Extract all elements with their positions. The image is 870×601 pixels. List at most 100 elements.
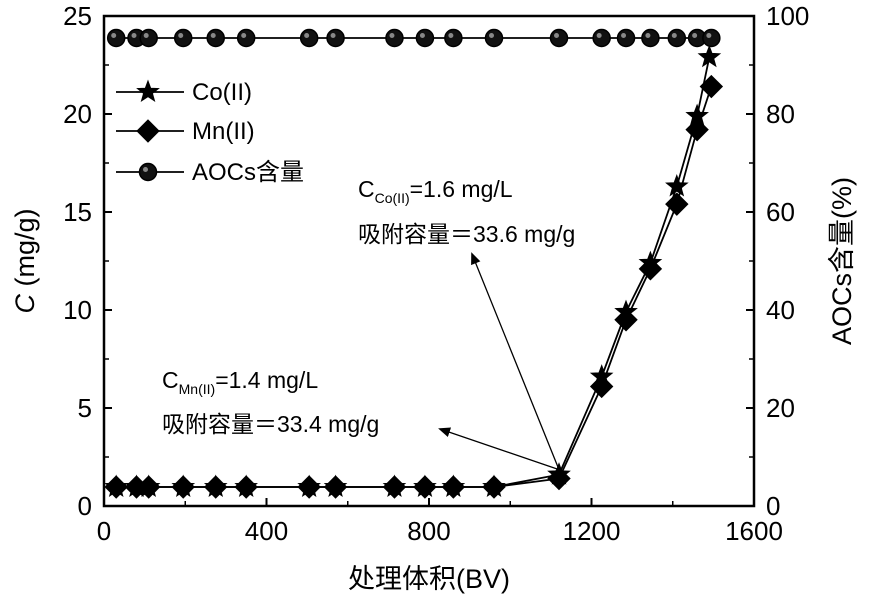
marker-circle	[484, 28, 504, 48]
annotation-mn-capacity: 吸附容量＝33.4 mg/g	[162, 411, 379, 437]
data-point	[484, 28, 504, 48]
data-point	[665, 192, 689, 216]
y-left-axis-title: C (mg/g)	[10, 208, 40, 313]
annotation-co-capacity: 吸附容量＝33.6 mg/g	[358, 221, 575, 247]
y-right-tick-label: 0	[766, 491, 780, 521]
marker-highlight	[621, 33, 627, 38]
data-point	[139, 28, 158, 48]
x-tick-label: 1200	[563, 516, 621, 546]
data-point	[173, 28, 193, 48]
data-point	[106, 28, 126, 48]
series-2	[106, 28, 721, 48]
x-tick-label: 0	[97, 516, 111, 546]
data-point	[204, 475, 228, 499]
annotation-arrow	[471, 252, 560, 470]
legend-marker	[138, 162, 158, 182]
legend-label: AOCs含量	[192, 159, 304, 186]
marker-highlight	[692, 33, 698, 38]
data-point	[589, 374, 614, 399]
y-left-tick-label: 25	[63, 1, 92, 31]
data-point	[667, 28, 687, 48]
marker-highlight	[706, 33, 712, 38]
annotation-layer: CCo(II)=1.6 mg/L 吸附容量＝33.6 mg/g CMn(II)=1.…	[162, 176, 575, 471]
x-tick-label: 800	[407, 516, 450, 546]
marker-circle	[415, 28, 435, 48]
x-tick-label: 1600	[725, 516, 783, 546]
data-point	[702, 28, 721, 48]
y-right-tick-label: 80	[766, 99, 795, 129]
marker-circle	[616, 28, 636, 48]
marker-circle	[138, 162, 158, 182]
marker-highlight	[330, 33, 336, 38]
legend-label: Mn(II)	[192, 118, 255, 145]
marker-circle	[299, 28, 319, 48]
data-point	[413, 475, 437, 499]
marker-circle	[702, 28, 721, 48]
y-right-tick-label: 60	[766, 197, 795, 227]
marker-circle	[173, 28, 193, 48]
legend-marker	[136, 79, 160, 103]
marker-highlight	[241, 33, 247, 38]
marker-circle	[326, 28, 345, 48]
y-left-tick-label: 15	[63, 197, 92, 227]
marker-circle	[206, 28, 225, 48]
legend-marker	[136, 119, 160, 143]
marker-circle	[106, 28, 126, 48]
data-point	[171, 475, 195, 499]
marker-highlight	[143, 167, 148, 172]
marker-circle	[667, 28, 687, 48]
legend-label: Co(II)	[192, 79, 252, 106]
marker-highlight	[448, 33, 454, 38]
axes-layer: 0 400 800 1200 16000510152025020406080100处理体…	[10, 1, 857, 594]
data-point	[236, 28, 256, 48]
marker-circle	[549, 28, 569, 48]
marker-circle	[385, 28, 404, 48]
marker-highlight	[111, 33, 117, 38]
marker-highlight	[210, 33, 216, 38]
x-axis-title: 处理体积(BV)	[348, 564, 510, 594]
marker-circle	[236, 28, 256, 48]
annotation-arrow	[438, 427, 560, 471]
y-left-tick-label: 0	[78, 491, 92, 521]
marker-highlight	[419, 33, 425, 38]
y-right-tick-label: 100	[766, 1, 809, 31]
data-point	[415, 28, 435, 48]
data-point	[136, 475, 161, 499]
marker-circle	[592, 28, 611, 48]
data-point	[699, 74, 724, 99]
data-point	[665, 174, 689, 197]
marker-highlight	[489, 33, 494, 38]
data-point	[614, 308, 638, 332]
data-point	[326, 28, 345, 48]
y-left-tick-label: 20	[63, 99, 92, 129]
y-right-tick-label: 40	[766, 295, 795, 325]
marker-highlight	[143, 33, 149, 38]
annotation-co-concentration: CCo(II)=1.6 mg/L	[358, 176, 513, 206]
data-point	[616, 28, 636, 48]
data-point	[299, 28, 319, 48]
data-point	[323, 475, 348, 499]
marker-circle	[139, 28, 158, 48]
x-tick-label: 400	[245, 516, 288, 546]
data-point	[697, 44, 722, 68]
marker-highlight	[389, 33, 395, 38]
marker-circle	[641, 28, 660, 48]
series-layer	[104, 28, 724, 499]
data-point	[641, 28, 660, 48]
legend-item-2: AOCs含量	[116, 159, 304, 186]
data-point	[547, 466, 571, 491]
y-left-tick-label: 10	[63, 295, 92, 325]
marker-highlight	[304, 33, 310, 38]
data-point	[638, 257, 663, 281]
data-point	[104, 475, 128, 499]
y-right-axis-title: AOCs含量(%)	[827, 177, 857, 345]
legend: Co(II) Mn(II) AOCs含量	[116, 79, 304, 186]
data-point	[592, 28, 611, 48]
annotation-mn: CMn(II)=1.4 mg/L 吸附容量＝33.4 mg/g	[162, 367, 560, 471]
legend-item-1: Mn(II)	[116, 118, 255, 145]
data-point	[297, 475, 321, 499]
data-point	[206, 28, 225, 48]
data-point	[444, 28, 463, 48]
data-point	[234, 475, 258, 499]
